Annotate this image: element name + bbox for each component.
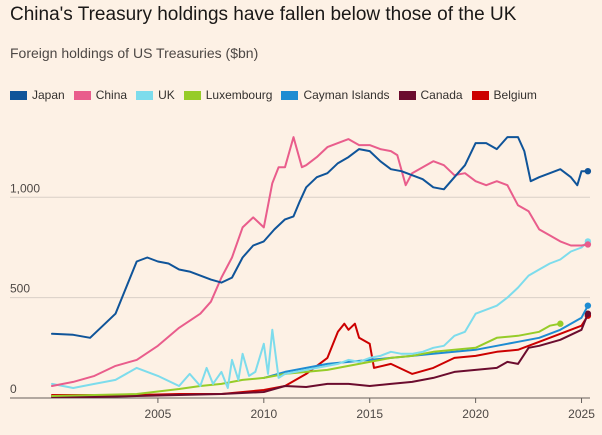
series-line-cayman-islands (262, 304, 589, 379)
legend-label: Belgium (493, 88, 537, 102)
series-line-belgium (51, 314, 589, 396)
chart-subtitle: Foreign holdings of US Treasuries ($bn) (10, 45, 259, 61)
chart-title: China's Treasury holdings have fallen be… (10, 4, 517, 25)
legend-item-belgium: Belgium (471, 88, 537, 102)
legend: Japan China UK Luxembourg Cayman Islands Cana… (10, 88, 537, 102)
series-line-uk (51, 240, 589, 389)
series-end-dot-luxembourg (557, 320, 564, 327)
series-layer (51, 136, 592, 398)
y-tick-label: 0 (10, 382, 17, 396)
x-tick-label: 2015 (356, 407, 383, 421)
legend-swatch (136, 90, 154, 100)
legend-label: Luxembourg (205, 88, 273, 102)
legend-item-cayman-islands: Cayman Islands (281, 88, 390, 102)
legend-item-uk: UK (136, 88, 175, 102)
y-tick-label: 1,000 (10, 181, 40, 195)
series-end-dot-canada (584, 310, 592, 317)
legend-swatch (471, 90, 489, 100)
x-tick-label: 2025 (568, 407, 595, 421)
legend-item-canada: Canada (398, 88, 463, 102)
gridlines (10, 196, 590, 399)
legend-item-luxembourg: Luxembourg (183, 88, 273, 102)
x-tick-label: 2020 (462, 407, 489, 421)
series-line-japan (51, 136, 589, 339)
legend-label: Canada (420, 88, 463, 102)
series-line-luxembourg (51, 322, 562, 397)
x-tick-label: 2010 (250, 407, 277, 421)
axes: 0 500 1,000 2005 2010 2015 2020 2025 (10, 181, 595, 421)
series-end-dot-cayman-islands (584, 302, 592, 309)
legend-swatch (183, 90, 201, 100)
legend-label: Japan (32, 88, 65, 102)
y-tick-label: 500 (10, 282, 30, 296)
legend-swatch (398, 90, 416, 100)
legend-swatch (73, 90, 91, 100)
x-tick-label: 2005 (145, 407, 172, 421)
legend-swatch (10, 90, 27, 100)
legend-swatch (281, 90, 299, 100)
legend-item-china: China (73, 88, 128, 102)
legend-item-japan: Japan (10, 88, 65, 102)
series-line-china (51, 136, 589, 387)
series-line-canada (51, 312, 589, 398)
legend-label: UK (158, 88, 175, 102)
legend-label: Cayman Islands (303, 88, 390, 102)
series-end-dot-china (584, 241, 592, 248)
legend-label: China (95, 88, 128, 102)
series-end-dot-japan (584, 167, 592, 175)
